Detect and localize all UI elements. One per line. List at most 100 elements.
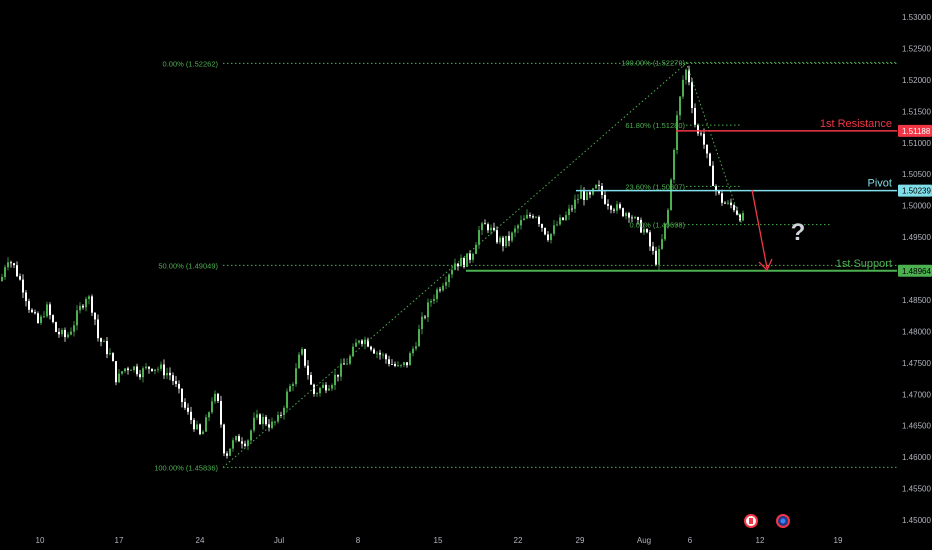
candle-body bbox=[394, 364, 396, 366]
candle-body bbox=[505, 235, 507, 247]
candle-body bbox=[421, 316, 423, 330]
candle-body bbox=[226, 453, 228, 456]
candle-body bbox=[496, 230, 498, 243]
candle-body bbox=[136, 366, 138, 375]
candle-body bbox=[400, 364, 402, 366]
candle-body bbox=[709, 153, 711, 166]
support-price-badge bbox=[898, 264, 932, 277]
candle-body bbox=[106, 341, 108, 355]
price-tick-label: 1.50500 bbox=[902, 170, 931, 179]
candle-body bbox=[61, 329, 63, 335]
candle-body bbox=[376, 352, 378, 354]
candle-body bbox=[52, 315, 54, 323]
candle-body bbox=[109, 353, 111, 355]
pivot-label: Pivot bbox=[868, 178, 892, 190]
candle-body bbox=[586, 192, 588, 200]
time-tick-label: 15 bbox=[434, 536, 443, 545]
candle-body bbox=[64, 329, 66, 338]
candle-body bbox=[463, 258, 465, 267]
candle-body bbox=[355, 342, 357, 347]
candle-body bbox=[85, 298, 87, 308]
candle-body bbox=[607, 203, 609, 206]
candle-body bbox=[349, 356, 351, 364]
candle-body bbox=[589, 192, 591, 195]
candle-body bbox=[334, 374, 336, 386]
candle-body bbox=[76, 310, 78, 326]
candle-body bbox=[547, 234, 549, 241]
candle-body bbox=[397, 365, 399, 366]
resistance-price-text: 1.51188 bbox=[902, 127, 931, 136]
time-tick-label: Aug bbox=[637, 536, 651, 545]
candle-body bbox=[358, 340, 360, 343]
candle-body bbox=[268, 424, 270, 428]
candle-body bbox=[313, 384, 315, 394]
candle-body bbox=[169, 372, 171, 376]
time-tick-label: 24 bbox=[196, 536, 205, 545]
candle-body bbox=[346, 363, 348, 365]
candle-body bbox=[553, 225, 555, 234]
candle-body bbox=[388, 359, 390, 365]
candle-body bbox=[442, 285, 444, 291]
candle-body bbox=[91, 296, 93, 313]
candle-body bbox=[343, 363, 345, 365]
candle-body bbox=[292, 384, 294, 386]
candle-body bbox=[526, 214, 528, 219]
candle-body bbox=[379, 352, 381, 355]
candle-body bbox=[34, 312, 36, 314]
candle-body bbox=[139, 374, 141, 378]
candle-body bbox=[622, 208, 624, 217]
candle-body bbox=[715, 185, 717, 191]
candle-body bbox=[352, 346, 354, 357]
candle-body bbox=[154, 369, 156, 371]
candle-body bbox=[610, 205, 612, 210]
candlestick-series bbox=[1, 65, 744, 459]
candle-body bbox=[94, 312, 96, 320]
candle-body bbox=[304, 348, 306, 366]
candle-body bbox=[469, 253, 471, 260]
candle-body bbox=[121, 371, 123, 374]
candle-body bbox=[613, 209, 615, 211]
price-badges: 1.51188 1.50239 1.48964 bbox=[898, 124, 932, 277]
candle-body bbox=[694, 107, 696, 125]
candle-body bbox=[367, 339, 369, 347]
candle-body bbox=[568, 208, 570, 216]
canada-flag-leaf-icon bbox=[749, 518, 753, 524]
price-tick-label: 1.46500 bbox=[902, 422, 931, 431]
candle-body bbox=[457, 263, 459, 267]
candle-body bbox=[580, 190, 582, 199]
candle-body bbox=[340, 363, 342, 377]
candle-body bbox=[703, 133, 705, 145]
candle-body bbox=[157, 368, 159, 370]
candle-body bbox=[190, 411, 192, 421]
candle-body bbox=[211, 401, 213, 413]
candle-body bbox=[475, 244, 477, 254]
candle-body bbox=[742, 212, 744, 221]
time-tick-label: 6 bbox=[688, 536, 693, 545]
fib-left-0-label: 0.00% (1.52262) bbox=[163, 59, 219, 68]
resistance-price-badge bbox=[898, 124, 932, 137]
resistance-label: 1st Resistance bbox=[820, 118, 892, 130]
price-tick-label: 1.49500 bbox=[902, 233, 931, 242]
candle-body bbox=[700, 133, 702, 135]
candle-body bbox=[55, 322, 57, 332]
candle-body bbox=[19, 276, 21, 280]
candle-body bbox=[439, 289, 441, 291]
candle-body bbox=[673, 149, 675, 180]
candle-body bbox=[640, 219, 642, 233]
candle-body bbox=[46, 304, 48, 317]
fib-right-618-label: 61.80% (1.51280) bbox=[625, 121, 685, 130]
candle-body bbox=[100, 338, 102, 342]
event-markers[interactable] bbox=[744, 514, 790, 528]
eu-flag-inner-icon bbox=[780, 518, 786, 524]
candle-body bbox=[28, 301, 30, 310]
candle-body bbox=[253, 417, 255, 431]
candle-body bbox=[592, 188, 594, 195]
candle-body bbox=[724, 202, 726, 204]
candle-body bbox=[571, 208, 573, 210]
candle-body bbox=[181, 388, 183, 402]
candle-body bbox=[481, 223, 483, 231]
candle-body bbox=[412, 348, 414, 354]
candle-body bbox=[262, 416, 264, 425]
candle-body bbox=[502, 237, 504, 247]
